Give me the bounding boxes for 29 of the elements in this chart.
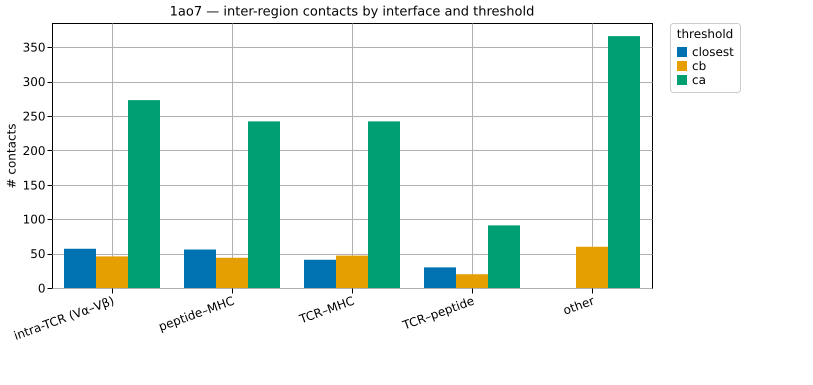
bar — [216, 258, 248, 288]
bar — [64, 248, 96, 288]
bar — [488, 225, 520, 288]
legend-label: ca — [692, 73, 706, 87]
y-tick-label: 150 — [22, 178, 46, 192]
bar — [248, 121, 280, 288]
y-tick-label: 0 — [38, 282, 46, 296]
y-tick-label: 100 — [22, 212, 46, 227]
bar — [96, 256, 128, 288]
y-tick-label: 200 — [22, 144, 46, 158]
y-tick-label: 300 — [22, 75, 46, 90]
y-tick-label: 50 — [30, 247, 46, 262]
chart-title: 1ao7 — inter-region contacts by interface and threshold — [170, 4, 534, 20]
y-tick-label: 250 — [22, 109, 46, 124]
legend-title: threshold — [676, 27, 734, 41]
y-tick-label: 350 — [22, 40, 46, 55]
bar — [368, 121, 400, 288]
bar — [576, 246, 608, 288]
bar — [608, 36, 640, 288]
bar — [456, 274, 488, 288]
bar — [304, 260, 336, 288]
bar — [424, 267, 456, 288]
bar — [184, 249, 216, 288]
bar — [128, 100, 160, 288]
x-tick-label: other — [561, 294, 596, 318]
y-axis-title: # contacts — [4, 123, 19, 189]
legend-label: cb — [692, 59, 706, 73]
bar — [336, 256, 368, 288]
legend-label: closest — [692, 45, 734, 59]
